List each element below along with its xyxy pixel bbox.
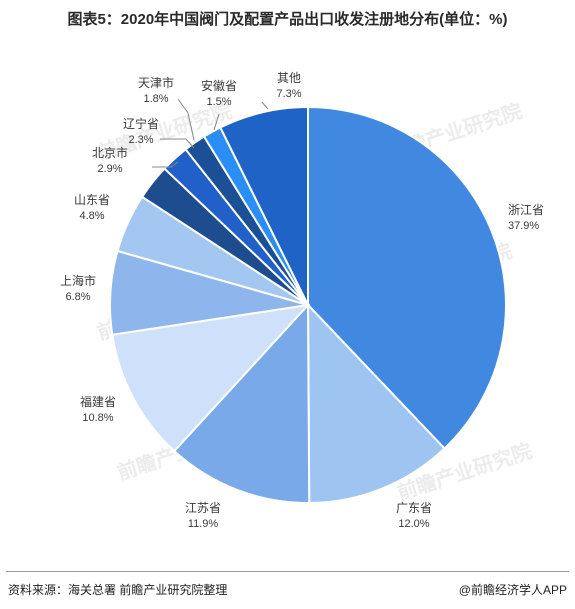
pie-slice-3 <box>111 303 311 453</box>
slice-category-label: 上海市 <box>60 273 96 288</box>
slice-category-label: 辽宁省 <box>123 116 159 131</box>
slice-category-label: 北京市 <box>92 145 128 160</box>
leader-lines <box>152 98 269 168</box>
slice-value-label: 4.8% <box>79 210 104 222</box>
slice-value-label: 7.3% <box>276 88 301 100</box>
pie-slice-0 <box>307 105 507 450</box>
leader-line <box>213 113 220 131</box>
slice-category-label: 山东省 <box>74 193 110 207</box>
credit-note: @前瞻经济学人APP <box>458 583 567 597</box>
slice-category-label: 浙江省 <box>508 203 544 217</box>
leader-line <box>152 161 179 168</box>
slice-category-label: 其他 <box>277 71 301 85</box>
slice-category-label: 广东省 <box>396 501 432 515</box>
slice-category-label: 福建省 <box>80 394 116 409</box>
slice-value-label: 11.9% <box>188 518 219 530</box>
slice-value-label: 2.9% <box>97 163 122 175</box>
leader-line <box>177 98 195 141</box>
leader-line <box>160 138 195 149</box>
source-note: 资料来源：海关总署 前瞻产业研究院整理 <box>8 583 228 597</box>
pie-slice-2 <box>172 302 311 505</box>
slice-value-label: 6.8% <box>65 291 90 303</box>
leader-line <box>261 101 269 110</box>
slice-value-label: 37.9% <box>508 220 539 232</box>
slice-category-label: 江苏省 <box>185 501 221 515</box>
slice-value-label: 1.8% <box>143 93 168 105</box>
pie-slices <box>109 105 507 505</box>
slice-category-label: 安徽省 <box>201 78 237 93</box>
slice-value-label: 12.0% <box>398 518 429 530</box>
slice-value-label: 10.8% <box>82 412 113 424</box>
slice-labels: 浙江省 37.9% 广东省 12.0% 江苏省 11.9% 福建省 10.8% 上海市 6.8% 山… <box>60 71 544 530</box>
pie-slice-10 <box>218 105 309 306</box>
chart-title: 图表5：2020年中国阀门及配置产品出口收发注册地分布(单位：%) <box>67 11 508 28</box>
pie-slice-1 <box>306 302 446 505</box>
footer-divider <box>6 571 569 572</box>
slice-value-label: 1.5% <box>206 96 231 108</box>
slice-category-label: 天津市 <box>138 75 174 90</box>
slice-value-label: 2.3% <box>128 134 153 146</box>
